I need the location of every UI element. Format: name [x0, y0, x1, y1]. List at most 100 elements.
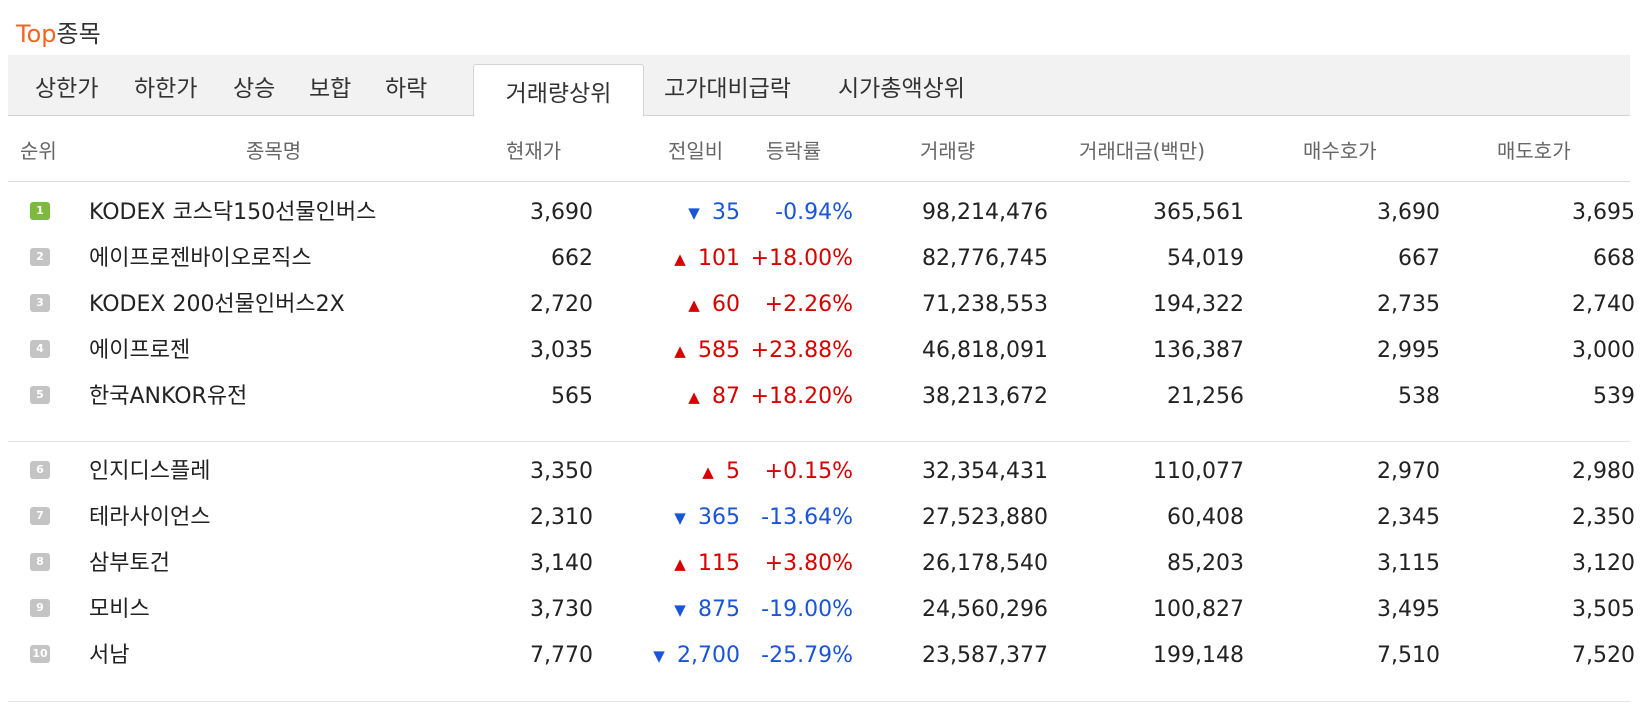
- change-amount: 87: [712, 384, 740, 409]
- rank-badge: 10: [30, 645, 50, 663]
- trade-amount: 110,077: [1153, 459, 1244, 484]
- change-rate: -19.00%: [761, 597, 853, 622]
- bid-price: 7,510: [1377, 643, 1440, 668]
- ask-price: 7,520: [1572, 643, 1635, 668]
- rank-badge: 5: [30, 386, 50, 404]
- up-arrow-icon: ▲: [688, 296, 700, 314]
- table-row[interactable]: 3 KODEX 200선물인버스2X 2,720 ▲ 60 +2.26% 71,238,5…: [0, 282, 1650, 328]
- bid-price: 2,995: [1377, 338, 1440, 363]
- col-header-price[interactable]: 현재가: [506, 139, 562, 163]
- col-header-volume[interactable]: 거래량: [920, 139, 976, 163]
- up-arrow-icon: ▲: [674, 342, 686, 360]
- tab-high-drop[interactable]: 고가대비급락: [664, 76, 791, 102]
- col-header-bid[interactable]: 매수호가: [1303, 139, 1377, 163]
- bid-price: 667: [1398, 246, 1440, 271]
- rank-badge: 2: [30, 248, 50, 266]
- trade-volume: 71,238,553: [922, 292, 1048, 317]
- table-row[interactable]: 10 서남 7,770 ▼ 2,700 -25.79% 23,587,377 199,148…: [0, 633, 1650, 679]
- table-row[interactable]: 4 에이프로젠 3,035 ▲ 585 +23.88% 46,818,091 136,387…: [0, 328, 1650, 374]
- tab-upper-limit[interactable]: 상한가: [35, 76, 99, 102]
- change-rate: +18.20%: [750, 384, 853, 409]
- stock-name-link[interactable]: 테라사이언스: [89, 505, 211, 530]
- stock-name-link[interactable]: 한국ANKOR유전: [89, 384, 248, 409]
- change-value: ▲ 60: [600, 282, 740, 328]
- col-header-ask[interactable]: 매도호가: [1497, 139, 1571, 163]
- stock-name-link[interactable]: 에이프로젠: [89, 338, 191, 363]
- col-header-rate[interactable]: 등락률: [766, 139, 822, 163]
- section-title-accent: Top: [16, 20, 57, 48]
- ask-price: 2,350: [1572, 505, 1635, 530]
- col-header-rank[interactable]: 순위: [20, 139, 57, 163]
- down-arrow-icon: ▼: [688, 204, 700, 222]
- table-row[interactable]: 8 삼부토건 3,140 ▲ 115 +3.80% 26,178,540 85,203 3,1…: [0, 541, 1650, 587]
- stock-name-link[interactable]: 서남: [89, 643, 130, 668]
- bid-price: 3,115: [1377, 551, 1440, 576]
- change-amount: 365: [698, 505, 740, 530]
- trade-amount: 136,387: [1153, 338, 1244, 363]
- change-value: ▼ 2,700: [600, 633, 740, 679]
- stock-name-link[interactable]: KODEX 코스닥150선물인버스: [89, 200, 377, 225]
- table-row[interactable]: 2 에이프로젠바이오로직스 662 ▲ 101 +18.00% 82,776,745 54,…: [0, 236, 1650, 282]
- change-rate: -13.64%: [761, 505, 853, 530]
- col-header-change[interactable]: 전일비: [668, 139, 724, 163]
- current-price: 565: [551, 384, 593, 409]
- bid-price: 2,735: [1377, 292, 1440, 317]
- tab-rise[interactable]: 상승: [233, 76, 276, 102]
- rank-badge: 6: [30, 461, 50, 479]
- bid-price: 3,690: [1377, 200, 1440, 225]
- stock-name-link[interactable]: 모비스: [89, 597, 150, 622]
- change-value: ▼ 875: [600, 587, 740, 633]
- trade-amount: 199,148: [1153, 643, 1244, 668]
- change-value: ▲ 5: [600, 449, 740, 495]
- change-amount: 875: [698, 597, 740, 622]
- down-arrow-icon: ▼: [653, 647, 665, 665]
- stock-name-link[interactable]: 에이프로젠바이오로직스: [89, 246, 312, 271]
- tab-volume-top[interactable]: 거래량상위: [473, 64, 644, 117]
- table-row[interactable]: 1 KODEX 코스닥150선물인버스 3,690 ▼ 35 -0.94% 98,214,…: [0, 190, 1650, 236]
- table-row[interactable]: 7 테라사이언스 2,310 ▼ 365 -13.64% 27,523,880 60,408…: [0, 495, 1650, 541]
- rank-badge: 7: [30, 507, 50, 525]
- table-row[interactable]: 9 모비스 3,730 ▼ 875 -19.00% 24,560,296 100,827 3,…: [0, 587, 1650, 633]
- change-rate: +2.26%: [764, 292, 853, 317]
- change-rate: +0.15%: [764, 459, 853, 484]
- col-header-name[interactable]: 종목명: [246, 139, 302, 163]
- ask-price: 3,000: [1572, 338, 1635, 363]
- trade-volume: 38,213,672: [922, 384, 1048, 409]
- trade-volume: 46,818,091: [922, 338, 1048, 363]
- trade-amount: 365,561: [1153, 200, 1244, 225]
- current-price: 2,720: [530, 292, 593, 317]
- change-amount: 60: [712, 292, 740, 317]
- current-price: 3,730: [530, 597, 593, 622]
- table-row[interactable]: 5 한국ANKOR유전 565 ▲ 87 +18.20% 38,213,672 21,256…: [0, 374, 1650, 420]
- change-value: ▲ 585: [600, 328, 740, 374]
- rank-badge: 9: [30, 599, 50, 617]
- current-price: 662: [551, 246, 593, 271]
- trade-amount: 54,019: [1167, 246, 1244, 271]
- change-value: ▲ 101: [600, 236, 740, 282]
- group-divider: [8, 441, 1630, 442]
- tab-lower-limit[interactable]: 하한가: [134, 76, 198, 102]
- change-value: ▲ 115: [600, 541, 740, 587]
- trade-amount: 85,203: [1167, 551, 1244, 576]
- stock-name-link[interactable]: 삼부토건: [89, 551, 170, 576]
- up-arrow-icon: ▲: [674, 555, 686, 573]
- stock-name-link[interactable]: 인지디스플레: [89, 459, 211, 484]
- tab-fall[interactable]: 하락: [385, 76, 428, 102]
- table-bottom-divider: [8, 701, 1630, 702]
- tab-market-cap-top[interactable]: 시가총액상위: [838, 76, 965, 102]
- rank-badge: 4: [30, 340, 50, 358]
- current-price: 7,770: [530, 643, 593, 668]
- tab-flat[interactable]: 보합: [309, 76, 352, 102]
- change-value: ▼ 35: [600, 190, 740, 236]
- trade-volume: 27,523,880: [922, 505, 1048, 530]
- ask-price: 2,740: [1572, 292, 1635, 317]
- change-rate: +18.00%: [750, 246, 853, 271]
- col-header-amount[interactable]: 거래대금(백만): [1079, 139, 1206, 163]
- change-value: ▼ 365: [600, 495, 740, 541]
- up-arrow-icon: ▲: [702, 463, 714, 481]
- ask-price: 3,695: [1572, 200, 1635, 225]
- rank-badge: 3: [30, 294, 50, 312]
- table-row[interactable]: 6 인지디스플레 3,350 ▲ 5 +0.15% 32,354,431 110,077 2,…: [0, 449, 1650, 495]
- current-price: 3,035: [530, 338, 593, 363]
- stock-name-link[interactable]: KODEX 200선물인버스2X: [89, 292, 345, 317]
